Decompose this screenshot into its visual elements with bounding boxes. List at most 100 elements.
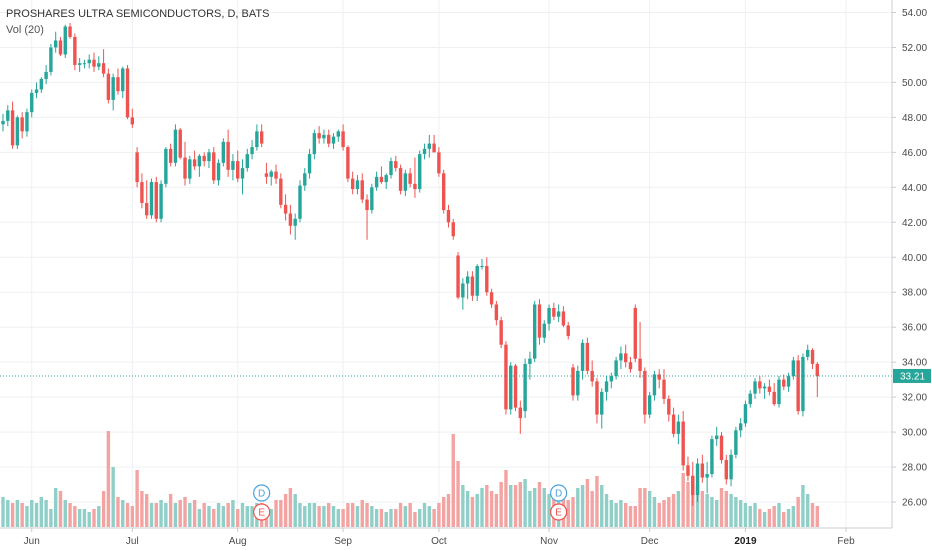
price-tick-label: 26.00 bbox=[902, 498, 927, 509]
candle-body bbox=[518, 407, 523, 419]
candle-body bbox=[154, 182, 158, 219]
candle-body bbox=[461, 283, 465, 298]
volume-bar bbox=[106, 431, 111, 527]
candle-body bbox=[82, 63, 87, 65]
candle-body bbox=[374, 176, 379, 188]
candle-body bbox=[58, 40, 63, 55]
candle-body bbox=[149, 182, 154, 216]
price-tick-label: 54.00 bbox=[902, 8, 927, 19]
volume-bar bbox=[293, 494, 297, 527]
volume-bar bbox=[643, 488, 647, 527]
earnings-event-marker-label: E bbox=[258, 508, 265, 519]
time-axis[interactable]: Jun Jul Aug Sep Oct Nov Dec 2019 Feb bbox=[0, 527, 892, 547]
candle-body bbox=[183, 157, 187, 179]
volume-bar bbox=[30, 500, 34, 527]
volume-bar bbox=[188, 503, 192, 527]
candle-body bbox=[283, 204, 288, 214]
volume-bar bbox=[700, 491, 705, 527]
earnings-event-marker[interactable]: E bbox=[253, 503, 271, 521]
dividend-event-marker[interactable]: D bbox=[253, 484, 271, 502]
candle-body bbox=[446, 210, 451, 223]
candle-body bbox=[628, 362, 633, 370]
candle-body bbox=[418, 154, 422, 190]
candle-body bbox=[456, 255, 460, 298]
volume-bar bbox=[806, 494, 810, 527]
volume-bar bbox=[446, 494, 451, 527]
candle-body bbox=[614, 360, 618, 377]
candle-body bbox=[667, 398, 671, 415]
candle-body bbox=[20, 117, 24, 132]
candle-body bbox=[494, 304, 499, 321]
candle-body bbox=[34, 89, 39, 93]
price-tick-label: 28.00 bbox=[902, 463, 927, 474]
volume-bar bbox=[743, 503, 748, 527]
dividend-event-marker[interactable]: D bbox=[550, 484, 568, 502]
candle-body bbox=[226, 141, 230, 170]
candle-body bbox=[197, 155, 202, 167]
volume-bar bbox=[758, 509, 762, 527]
candle-body bbox=[532, 304, 537, 359]
volume-bar bbox=[34, 503, 39, 527]
volume-bar bbox=[509, 485, 513, 527]
volume-bar bbox=[523, 479, 527, 527]
volume-bar bbox=[379, 509, 384, 527]
candle-body bbox=[341, 131, 345, 148]
candle-body bbox=[470, 276, 475, 296]
candle-body bbox=[734, 430, 738, 455]
candle-body bbox=[509, 365, 513, 410]
candle-body bbox=[39, 78, 44, 90]
volume-bar bbox=[662, 500, 666, 527]
volume-bar bbox=[370, 506, 374, 527]
candle-body bbox=[624, 353, 628, 363]
candle-body bbox=[504, 344, 508, 410]
volume-bar bbox=[327, 503, 331, 527]
volume-bar bbox=[111, 467, 115, 527]
price-axis[interactable]: 54.00 52.00 50.00 48.00 46.00 44.00 42.00 40.00… bbox=[891, 0, 931, 528]
volume-bar bbox=[734, 497, 738, 527]
earnings-event-marker-circle bbox=[550, 503, 568, 521]
volume-bar bbox=[810, 503, 815, 527]
candle-body bbox=[307, 154, 312, 174]
earnings-event-marker[interactable]: E bbox=[550, 503, 568, 521]
volume-bar bbox=[322, 506, 326, 527]
candle-body bbox=[178, 129, 182, 158]
volume-bar bbox=[595, 476, 599, 527]
candle-body bbox=[485, 265, 489, 293]
volume-bar bbox=[145, 494, 149, 527]
candle-body bbox=[437, 152, 441, 174]
volume-bar bbox=[10, 503, 15, 527]
candle-body bbox=[49, 47, 53, 72]
volume-bar bbox=[365, 503, 369, 527]
volume-bar bbox=[633, 506, 637, 527]
volume-bar bbox=[374, 509, 379, 527]
candle-body bbox=[465, 276, 470, 284]
candle-body bbox=[293, 218, 297, 226]
candle-body bbox=[188, 159, 192, 179]
volume-bar bbox=[767, 509, 772, 527]
candle-body bbox=[145, 203, 149, 216]
volume-bar bbox=[777, 503, 781, 527]
volume-bar bbox=[786, 509, 791, 527]
candle-body bbox=[202, 155, 206, 162]
volume-bar bbox=[389, 509, 393, 527]
volume-bar bbox=[346, 503, 350, 527]
volume-bar bbox=[671, 494, 676, 527]
candle-body bbox=[245, 154, 249, 169]
candle-body bbox=[772, 391, 776, 405]
candle-body bbox=[336, 131, 340, 137]
candle-body bbox=[164, 148, 168, 184]
candle-body bbox=[638, 358, 642, 371]
volume-bar bbox=[815, 506, 819, 527]
volume-bar bbox=[432, 509, 436, 527]
volume-bar bbox=[695, 485, 700, 527]
price-tick-label: 30.00 bbox=[902, 428, 927, 439]
last-price-badge: 33.21 bbox=[893, 368, 931, 383]
volume-bar bbox=[212, 509, 216, 527]
volume-bar bbox=[782, 512, 786, 527]
candle-body bbox=[676, 421, 681, 434]
volume-bar bbox=[547, 494, 551, 527]
candle-body bbox=[523, 363, 527, 412]
volume-bar bbox=[614, 503, 618, 527]
volume-bar bbox=[240, 503, 245, 527]
